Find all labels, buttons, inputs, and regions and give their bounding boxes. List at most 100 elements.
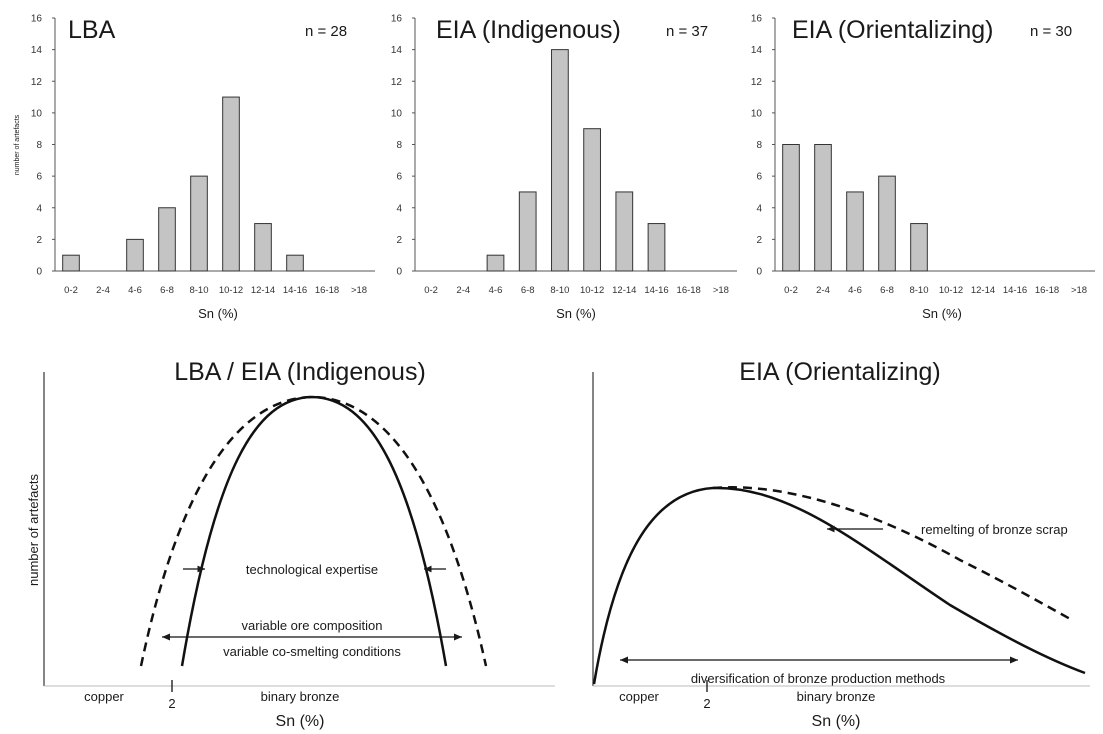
y-tick-label: 2 <box>36 235 42 246</box>
bar <box>518 191 537 272</box>
y-tick-label: 12 <box>31 77 43 88</box>
x-tick-label: 0-2 <box>424 285 438 296</box>
panel-title: LBA <box>68 16 116 44</box>
y-tick-label: 8 <box>396 140 402 151</box>
y-tick-label: 12 <box>391 77 403 88</box>
bar <box>615 191 634 272</box>
bar <box>910 223 928 272</box>
x-label-copper: copper <box>84 689 124 704</box>
y-tick-label: 0 <box>396 267 402 278</box>
y-tick-label: 16 <box>31 14 43 25</box>
curve-dashed <box>139 395 488 667</box>
x-axis-title: Sn (%) <box>922 306 962 321</box>
x-tick-label: 8-10 <box>909 285 928 296</box>
y-tick-label: 12 <box>751 77 763 88</box>
y-tick-label: 16 <box>751 14 763 25</box>
x-tick-label: 14-16 <box>644 285 668 296</box>
y-tick-label: 6 <box>756 172 762 183</box>
y-tick-label: 0 <box>756 267 762 278</box>
bar <box>878 175 896 272</box>
x-tick-label: 6-8 <box>521 285 535 296</box>
x-tick-label: 8-10 <box>189 285 208 296</box>
bar <box>254 223 272 272</box>
bar <box>158 207 176 272</box>
y-tick-label: 2 <box>396 235 402 246</box>
y-tick-label: 4 <box>36 203 42 214</box>
bar <box>647 223 666 272</box>
x-tick-label: 6-8 <box>160 285 174 296</box>
concept-left-x-axis-title: Sn (%) <box>276 713 325 730</box>
bar <box>782 144 800 272</box>
tick-label-2: 2 <box>168 696 175 711</box>
y-tick-label: 14 <box>751 45 763 56</box>
bar <box>486 254 505 272</box>
n-label: n = 28 <box>305 23 347 40</box>
y-tick-label: 6 <box>36 172 42 183</box>
x-tick-label: 4-6 <box>848 285 862 296</box>
x-tick-label: 10-12 <box>939 285 963 296</box>
y-tick-label: 8 <box>36 140 42 151</box>
curve-solid <box>180 395 448 667</box>
x-label-binary-bronze: binary bronze <box>797 689 876 704</box>
y-axis-title: number of artefacts <box>14 114 21 175</box>
concept-right-x-axis-title: Sn (%) <box>812 713 861 730</box>
ann-diversification: diversification of bronze production met… <box>691 671 946 686</box>
histogram-lba: LBA n = 28 Sn (%) number of artefacts 0 2… <box>14 14 375 321</box>
histogram-eia-orientalizing: EIA (Orientalizing) n = 30 Sn (%) 0 2 4 6 8 1… <box>751 14 1095 321</box>
y-tick-label: 10 <box>31 108 43 119</box>
concept-left: LBA / EIA (Indigenous) number of artefac… <box>26 358 555 730</box>
curve-solid <box>592 486 1086 685</box>
ann-technological-expertise: technological expertise <box>246 562 378 577</box>
tick-label-2: 2 <box>703 696 710 711</box>
x-tick-label: 10-12 <box>580 285 604 296</box>
x-tick-label: 0-2 <box>784 285 798 296</box>
x-tick-label: 14-16 <box>1003 285 1027 296</box>
bar <box>222 96 240 272</box>
y-tick-label: 14 <box>391 45 403 56</box>
ann-remelting: remelting of bronze scrap <box>921 522 1068 537</box>
concept-left-y-axis-title: number of artefacts <box>26 474 41 586</box>
bar <box>583 128 601 272</box>
x-tick-label: 4-6 <box>489 285 503 296</box>
bar <box>286 254 304 272</box>
bar <box>846 191 864 272</box>
x-tick-label: >18 <box>713 285 729 296</box>
concept-right-title: EIA (Orientalizing) <box>739 358 940 386</box>
y-tick-label: 10 <box>751 108 763 119</box>
x-tick-label: 12-14 <box>971 285 995 296</box>
n-label: n = 37 <box>666 23 708 40</box>
curve-dashed <box>712 486 1073 622</box>
bar <box>126 238 144 272</box>
panel-title: EIA (Indigenous) <box>436 16 621 44</box>
y-tick-label: 8 <box>756 140 762 151</box>
x-tick-label: 16-18 <box>677 285 701 296</box>
x-tick-label: 2-4 <box>96 285 110 296</box>
y-tick-label: 2 <box>756 235 762 246</box>
ann-variable-ore-composition: variable ore composition <box>242 618 383 633</box>
concept-left-title: LBA / EIA (Indigenous) <box>174 358 426 386</box>
x-tick-label: 14-16 <box>283 285 307 296</box>
n-label: n = 30 <box>1030 23 1072 40</box>
y-tick-label: 16 <box>391 14 403 25</box>
x-tick-label: 16-18 <box>1035 285 1059 296</box>
y-tick-label: 10 <box>391 108 403 119</box>
x-tick-label: >18 <box>1071 285 1087 296</box>
x-tick-label: 12-14 <box>612 285 636 296</box>
x-label-binary-bronze: binary bronze <box>261 689 340 704</box>
x-label-copper: copper <box>619 689 659 704</box>
concept-right: EIA (Orientalizing) remelting of bronze … <box>592 358 1090 730</box>
bar <box>62 254 80 272</box>
panel-title: EIA (Orientalizing) <box>792 16 993 44</box>
bar <box>190 175 208 272</box>
x-tick-label: 0-2 <box>64 285 78 296</box>
x-tick-label: 6-8 <box>880 285 894 296</box>
x-tick-label: 16-18 <box>315 285 339 296</box>
bar <box>551 49 569 272</box>
x-tick-label: 2-4 <box>456 285 470 296</box>
x-tick-label: 4-6 <box>128 285 142 296</box>
histogram-eia-indigenous: EIA (Indigenous) n = 37 Sn (%) 0 2 4 6 8 10 12… <box>391 14 737 321</box>
x-tick-label: >18 <box>351 285 367 296</box>
y-tick-label: 6 <box>396 172 402 183</box>
x-axis-title: Sn (%) <box>556 306 596 321</box>
